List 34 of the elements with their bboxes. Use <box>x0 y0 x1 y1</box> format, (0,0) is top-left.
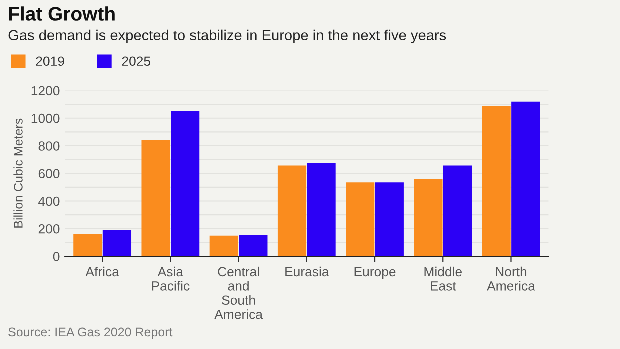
bar <box>278 166 307 257</box>
bar <box>512 102 540 257</box>
bar <box>346 182 375 257</box>
x-tick-label: Middle East <box>424 266 462 291</box>
chart-subtitle: Gas demand is expected to stabilize in Europe in the next five years <box>8 30 446 44</box>
y-tick-label: 1200 <box>32 86 60 96</box>
x-tick-label: North America <box>487 266 536 291</box>
y-tick-label: 400 <box>38 196 60 206</box>
bar <box>210 236 238 257</box>
y-tick-label: 800 <box>38 142 60 151</box>
legend-label: 2019 <box>36 56 64 66</box>
bar <box>239 235 268 257</box>
x-tick-label: Eurasia <box>286 266 330 277</box>
bar <box>74 234 102 257</box>
x-tick-label: Africa <box>86 266 120 277</box>
bar <box>307 163 336 257</box>
bar <box>375 182 404 257</box>
legend-label: 2025 <box>122 56 151 66</box>
x-tick-label: Central and South America <box>214 266 263 320</box>
bar <box>482 106 511 257</box>
y-tick-label: 200 <box>38 224 60 234</box>
bar <box>171 111 200 257</box>
source-note: Source: IEA Gas 2020 Report <box>8 328 173 340</box>
bar <box>414 179 443 257</box>
y-axis-title: Billion Cubic Meters <box>14 118 23 228</box>
bar <box>102 230 132 257</box>
y-tick-label: 600 <box>38 169 60 179</box>
bar <box>443 166 472 257</box>
y-tick-label: 1000 <box>32 114 60 124</box>
y-tick-label: 0 <box>53 252 60 262</box>
bar <box>142 140 170 257</box>
x-tick-label: Europe <box>354 267 396 280</box>
chart-title: Flat Growth <box>9 6 115 21</box>
x-tick-label: Asia Pacific <box>152 266 190 291</box>
